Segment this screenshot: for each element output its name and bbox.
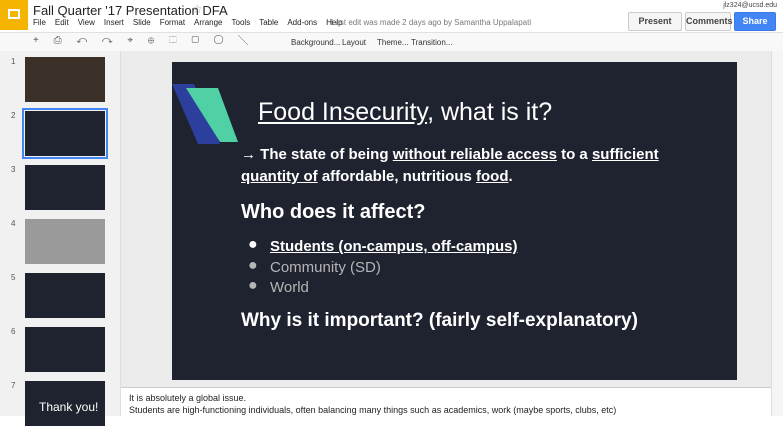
bullet-text: Community (SD) [270, 258, 381, 276]
menu-item[interactable]: Insert [103, 18, 124, 27]
theme-button[interactable]: Theme... [377, 38, 409, 47]
teal-shape [186, 88, 238, 142]
slide-definition: → The state of being without reliable ac… [241, 144, 661, 188]
slide-thumbnail[interactable] [25, 327, 105, 372]
comments-button[interactable]: Comments [685, 12, 733, 31]
slide-number: 4 [11, 219, 16, 228]
app-logo[interactable] [0, 0, 28, 30]
slide-number: 2 [11, 111, 16, 120]
slide-thumbnail[interactable] [25, 273, 105, 318]
layout-button[interactable]: Layout [342, 38, 367, 47]
bullet-dot: ● [248, 256, 258, 274]
text-run: without reliable access [392, 146, 557, 163]
toolbar-icons[interactable]: + ⎙ ↶ ↷ ⌖ ⊕ ⬚ ▢ ◯ ╲ [33, 35, 255, 46]
star-icon[interactable]: ☆ [192, 2, 203, 16]
menu-item[interactable]: Arrange [194, 18, 223, 27]
menu-item[interactable]: Table [259, 18, 279, 27]
blue-shape [172, 84, 220, 144]
bullet-text: World [270, 279, 309, 296]
present-button[interactable]: Present [628, 12, 682, 31]
last-edit[interactable]: Last edit was made 2 days ago by Samanth… [331, 18, 532, 27]
slide-thumbnail[interactable] [22, 108, 108, 159]
menu-item[interactable]: Help [326, 18, 343, 27]
slide-thumbnail[interactable]: Thank you! [25, 381, 105, 426]
slide-number: 7 [11, 381, 16, 390]
menu-item[interactable]: Format [159, 18, 186, 27]
slide-decoration [172, 84, 238, 144]
account[interactable]: jlz324@ucsd.edu [723, 2, 777, 9]
menu-item[interactable]: Slide [132, 18, 151, 27]
slide-thumbnail[interactable] [25, 57, 105, 102]
text-run: sufficient quantity of [241, 146, 659, 185]
slide-number: 6 [11, 327, 16, 336]
text-run: affordable, nutritious [317, 168, 476, 185]
slide-thumbnail[interactable] [25, 165, 105, 210]
text-run: Food Insecurity [258, 98, 428, 126]
bullet-dot: ● [248, 236, 258, 253]
slide-number: 1 [11, 57, 16, 66]
slide-thumbnail[interactable] [25, 219, 105, 264]
thumbnail-text: Thank you! [39, 400, 99, 414]
notes-line-2[interactable]: Students are high-functioning individual… [129, 405, 617, 415]
text-run: to a [556, 146, 592, 163]
slide-heading: Who does it affect? [241, 201, 426, 223]
slide[interactable]: Food Insecurity, what is it? → The state… [172, 62, 737, 380]
slide-number: 3 [11, 165, 16, 174]
background-button[interactable]: Background... [291, 38, 341, 47]
doc-title[interactable]: Fall Quarter '17 Presentation DFA [33, 3, 228, 18]
menu-bar: File Edit View Insert Slide Format Arrange Tool… [33, 18, 352, 27]
bullet-text: Students (on-campus, off-campus) [270, 238, 518, 255]
notes-divider [121, 387, 771, 388]
transition-button[interactable]: Transition... [411, 38, 453, 47]
menu-item[interactable]: View [77, 18, 95, 27]
slide-title: Food Insecurity, what is it? [258, 98, 552, 127]
slide-number: 5 [11, 273, 16, 282]
share-button[interactable]: Share [734, 12, 776, 31]
text-run: food [476, 168, 509, 185]
slide-closing: Why is it important? (fairly self-explan… [241, 310, 638, 331]
notes-line-1[interactable]: It is absolutely a global issue. [129, 393, 247, 403]
menu-item[interactable]: Edit [54, 18, 69, 27]
text-run: , what is it? [427, 98, 553, 126]
app-logo-inner [8, 9, 20, 19]
scrollbar [771, 51, 783, 416]
menu-item[interactable]: File [33, 18, 46, 27]
bullet-dot: ● [248, 277, 258, 294]
text-run: → The state of being [241, 146, 393, 163]
text-run: . [508, 168, 513, 185]
menu-item[interactable]: Tools [231, 18, 251, 27]
menu-item[interactable]: Add-ons [287, 18, 318, 27]
